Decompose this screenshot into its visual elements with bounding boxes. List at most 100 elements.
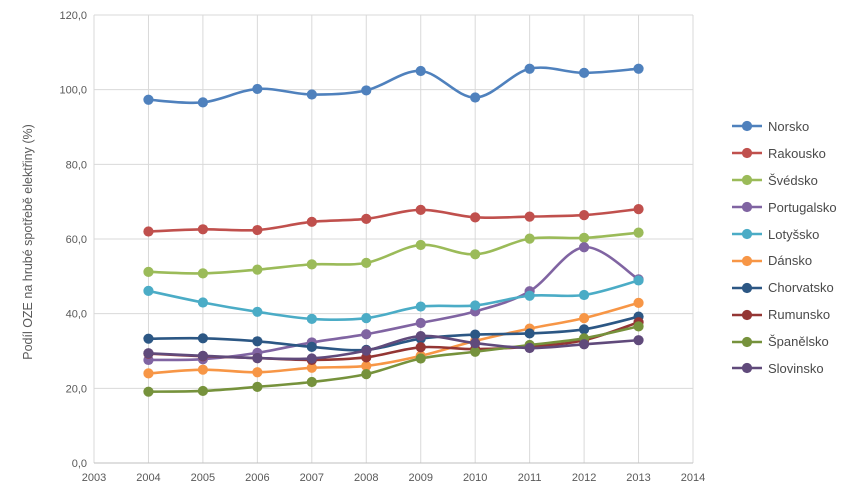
- data-point-marker: [470, 329, 481, 340]
- legend-label: Chorvatsko: [768, 280, 834, 296]
- y-tick-label: 100,0: [59, 85, 87, 97]
- data-point-marker: [306, 313, 317, 324]
- y-tick-label: 120,0: [59, 10, 87, 22]
- data-point-marker: [306, 376, 317, 388]
- y-tick-label: 80,0: [66, 159, 87, 171]
- data-point-marker: [578, 289, 590, 301]
- data-point-marker: [470, 346, 481, 357]
- legend-label: Dánsko: [768, 253, 813, 269]
- x-tick-label: 2007: [300, 472, 324, 484]
- data-point-marker: [143, 348, 154, 359]
- legend-label: Švédsko: [768, 172, 818, 188]
- plot-area: 0,0 20,0 40,0 60,0 80,0 100,0 120,0 2003 2004 200…: [59, 10, 705, 484]
- data-point-marker: [361, 329, 372, 340]
- legend-label: Portugalsko: [768, 199, 837, 215]
- series-lotyšsko: [143, 275, 644, 324]
- x-tick-label: 2014: [681, 472, 705, 484]
- data-point-marker: [197, 268, 209, 279]
- data-point-marker: [306, 353, 317, 364]
- legend-marker-icon: [732, 255, 762, 266]
- data-point-marker: [415, 330, 426, 342]
- series-norsko: [143, 63, 644, 108]
- data-point-marker: [524, 211, 535, 222]
- legend-marker-icon: [732, 336, 762, 347]
- data-point-marker: [143, 333, 154, 344]
- legend-label: Rumunsko: [768, 307, 831, 323]
- legend-item-norsko: Norsko: [731, 113, 837, 140]
- data-point-marker: [143, 386, 154, 397]
- x-tick-label: 2006: [245, 472, 269, 484]
- data-point-marker: [143, 94, 154, 105]
- data-point-marker: [524, 342, 535, 354]
- legend-marker-icon: [732, 202, 762, 213]
- data-point-marker: [633, 321, 644, 332]
- legend-label: Norsko: [768, 118, 810, 134]
- data-point-marker: [578, 339, 590, 350]
- data-point-marker: [524, 328, 535, 339]
- series-line: [147, 66, 640, 105]
- series-line: [147, 231, 640, 275]
- series-line: [147, 334, 640, 361]
- data-point-marker: [415, 301, 426, 312]
- data-point-marker: [578, 242, 590, 253]
- data-point-marker: [306, 89, 317, 100]
- data-point-marker: [633, 63, 644, 74]
- data-point-marker: [633, 335, 644, 346]
- y-tick-label: 60,0: [66, 234, 87, 246]
- data-point-marker: [361, 369, 372, 380]
- data-point-marker: [306, 259, 317, 270]
- data-point-marker: [252, 367, 263, 378]
- data-point-marker: [415, 353, 426, 364]
- legend-marker-icon: [732, 148, 762, 159]
- data-point-marker: [361, 360, 372, 372]
- data-point-marker: [361, 257, 372, 268]
- x-tick-label: 2005: [191, 472, 215, 484]
- data-point-marker: [415, 317, 426, 329]
- x-tick-label: 2008: [354, 472, 378, 484]
- legend-marker-icon: [732, 121, 762, 132]
- legend-item-švédsko: Švédsko: [731, 167, 837, 194]
- data-point-marker: [197, 224, 209, 235]
- series-švédsko: [143, 227, 644, 279]
- legend-item-španělsko: Španělsko: [731, 328, 837, 355]
- legend-item-dánsko: Dánsko: [731, 247, 837, 274]
- legend-marker-icon: [732, 309, 762, 320]
- legend-label: Slovinsko: [768, 360, 824, 376]
- data-point-marker: [197, 385, 209, 397]
- series-line: [147, 207, 640, 233]
- x-tick-label: 2011: [518, 472, 542, 484]
- data-point-marker: [578, 210, 590, 221]
- data-point-marker: [470, 338, 481, 349]
- data-point-marker: [197, 350, 209, 361]
- data-point-marker: [578, 324, 590, 335]
- series-line: [147, 301, 640, 375]
- data-point-marker: [252, 83, 263, 95]
- legend-item-rumunsko: Rumunsko: [731, 301, 837, 328]
- legend-label: Lotyšsko: [768, 226, 820, 242]
- data-point-marker: [361, 85, 372, 96]
- legend-marker-icon: [732, 363, 762, 374]
- data-point-marker: [633, 297, 644, 308]
- data-point-marker: [252, 336, 263, 347]
- series-chorvatsko: [143, 311, 644, 355]
- x-tick-label: 2013: [626, 472, 650, 484]
- data-point-marker: [578, 313, 590, 324]
- x-tick-label: 2004: [136, 472, 160, 484]
- series-španělsko: [143, 321, 644, 397]
- data-point-marker: [470, 249, 481, 260]
- data-point-marker: [470, 92, 481, 103]
- data-point-marker: [143, 226, 154, 237]
- data-point-marker: [197, 364, 209, 375]
- series-line: [147, 315, 640, 352]
- data-point-marker: [415, 204, 426, 215]
- data-point-marker: [524, 290, 535, 301]
- legend-item-rakousko: Rakousko: [731, 140, 837, 167]
- legend-item-slovinsko: Slovinsko: [731, 355, 837, 382]
- data-point-marker: [415, 65, 426, 77]
- data-point-marker: [252, 352, 263, 364]
- legend-marker-icon: [732, 228, 762, 240]
- data-point-marker: [415, 342, 426, 353]
- legend-marker-icon: [732, 175, 762, 186]
- data-point-marker: [143, 285, 154, 296]
